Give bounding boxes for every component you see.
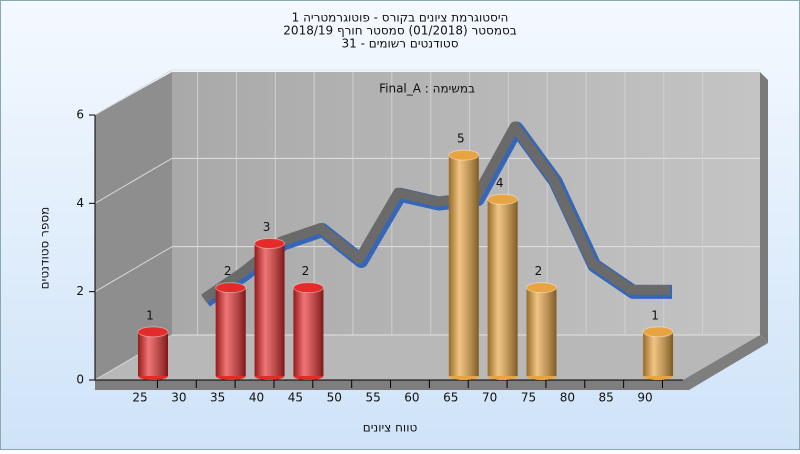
data-label: 5: [457, 132, 465, 146]
y-tick-label: 4: [76, 196, 84, 210]
x-tick-label: 25: [132, 391, 147, 405]
data-label: 4: [496, 176, 504, 190]
y-axis-label: מספר סטודנטים: [38, 207, 52, 290]
grid-line: [94, 69, 173, 116]
data-label: 2: [224, 264, 232, 278]
data-label: 3: [263, 220, 271, 234]
x-tick-label: 55: [365, 391, 380, 405]
bar-top: [254, 238, 286, 249]
x-tick-label: 90: [637, 391, 652, 405]
x-tick-label: 35: [210, 391, 225, 405]
title-line: סטודנטים רשומים - 31: [341, 37, 458, 51]
x-tick-label: 70: [482, 391, 497, 405]
bar-top: [292, 282, 324, 294]
bar-shade: [487, 199, 518, 376]
x-tick-label: 65: [443, 391, 458, 405]
x-tick-label: 40: [249, 391, 264, 405]
bar-shade: [138, 331, 168, 376]
grid-line: [94, 246, 173, 293]
bar-top: [137, 326, 169, 338]
bar-shade: [254, 243, 285, 376]
floor-edge: [95, 335, 768, 390]
bar-top: [487, 193, 519, 205]
title-line: בסמסטר (01/2018) סמסטר חורף 2018/19: [283, 24, 516, 38]
y-tick-label: 2: [76, 284, 84, 298]
x-tick-label: 75: [521, 391, 536, 405]
x-tick-label: 80: [560, 391, 575, 405]
x-tick-label: 50: [327, 391, 342, 405]
data-label: 1: [146, 308, 154, 322]
x-tick-label: 30: [171, 391, 186, 405]
grid-line: [94, 157, 173, 204]
bar-top: [448, 149, 480, 161]
x-tick-label: 85: [599, 391, 614, 405]
left-wall: [95, 72, 172, 380]
x-axis-label: טווח ציונים: [363, 421, 418, 435]
bar-top: [215, 282, 247, 294]
bar-shade: [215, 287, 246, 376]
x-tick-label: 60: [404, 391, 419, 405]
titles: היסטוגרמת ציונים בקורס - פוטוגרמטריה 1 ב…: [38, 11, 517, 435]
data-label: 2: [535, 264, 543, 278]
bar-shade: [448, 155, 479, 376]
y-tick-label: 0: [76, 373, 84, 387]
title-line: היסטוגרמת ציונים בקורס - פוטוגרמטריה 1: [292, 11, 509, 25]
x-tick-label: 45: [288, 391, 303, 405]
annotation: Final_A : במשימה: [379, 82, 475, 96]
bar-shade: [526, 287, 557, 376]
bar-shade: [643, 331, 674, 376]
bar-shade: [293, 287, 324, 376]
bar-top: [526, 282, 557, 294]
data-label: 2: [302, 264, 310, 278]
wall-edge: [760, 72, 768, 343]
y-tick-label: 6: [76, 108, 84, 122]
data-label: 1: [651, 308, 659, 322]
bar-top: [642, 326, 674, 338]
